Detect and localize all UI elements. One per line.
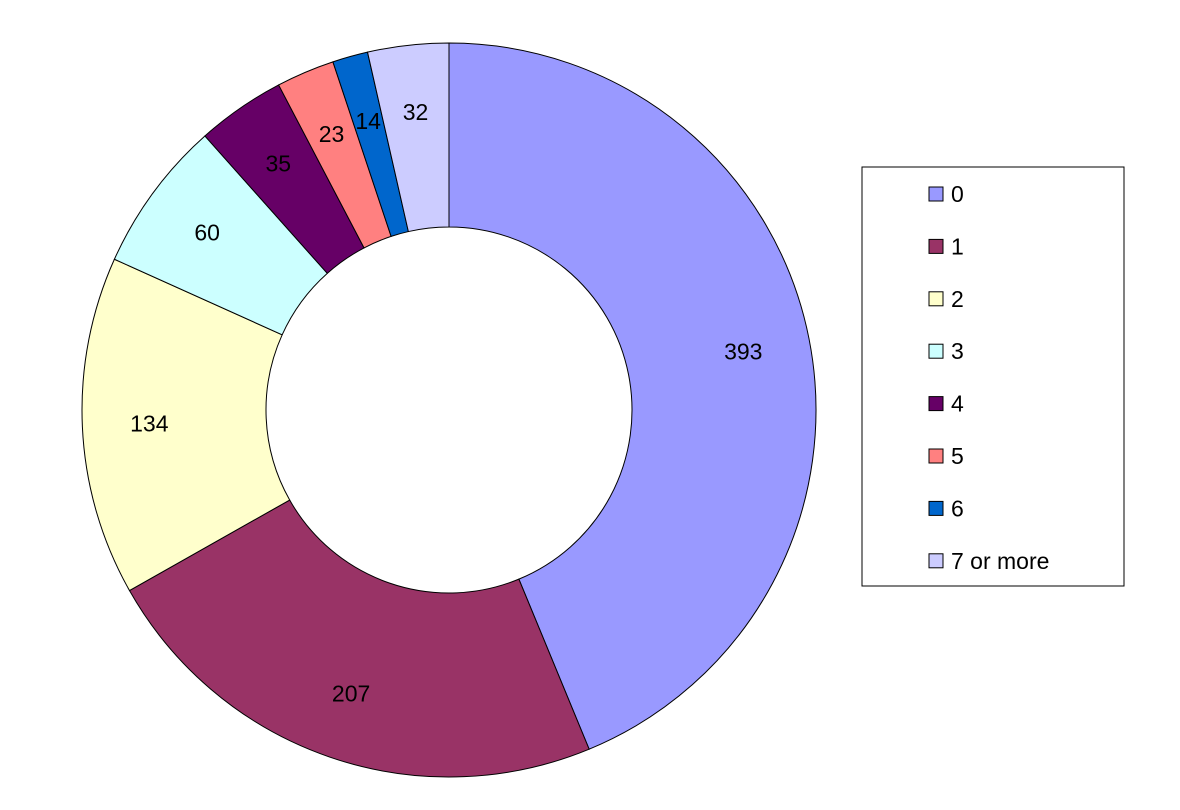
donut-slice-1: [128, 499, 590, 778]
legend-swatch-1: [928, 238, 944, 254]
legend-swatch-4: [928, 396, 944, 412]
legend-label-5: 5: [951, 443, 964, 469]
data-label-2: 134: [130, 411, 169, 437]
donut-data-labels: 393 207 134 60 35 23 14 32: [130, 99, 762, 707]
legend-swatch-7-or-more: [928, 553, 944, 569]
legend-label-0: 0: [951, 181, 964, 207]
donut-slice-0: [448, 42, 817, 750]
legend-swatch-6: [928, 500, 944, 516]
data-label-6: 14: [355, 108, 381, 134]
legend-swatch-5: [928, 448, 944, 464]
legend-label-3: 3: [951, 338, 964, 364]
legend-label-1: 1: [951, 233, 964, 259]
legend-label-6: 6: [951, 495, 964, 521]
data-label-3: 60: [194, 219, 220, 245]
data-label-4: 35: [266, 150, 292, 176]
legend-swatch-2: [928, 291, 944, 307]
data-label-1: 207: [332, 681, 370, 707]
donut-slices: [81, 42, 817, 778]
donut-slice-2: [81, 258, 291, 592]
data-label-5: 23: [319, 121, 345, 147]
data-label-0: 393: [724, 339, 762, 365]
donut-slice-7-or-more: [366, 42, 450, 233]
legend-label-4: 4: [951, 391, 964, 417]
legend-label-7-or-more: 7 or more: [951, 548, 1049, 574]
legend-swatch-0: [928, 186, 944, 202]
legend: 0 1 2 3 4 5 6 7 or more: [861, 166, 1125, 587]
legend-swatch-3: [928, 343, 944, 359]
legend-label-2: 2: [951, 286, 964, 312]
legend-box: [861, 166, 1125, 587]
data-label-7-or-more: 32: [403, 99, 429, 125]
